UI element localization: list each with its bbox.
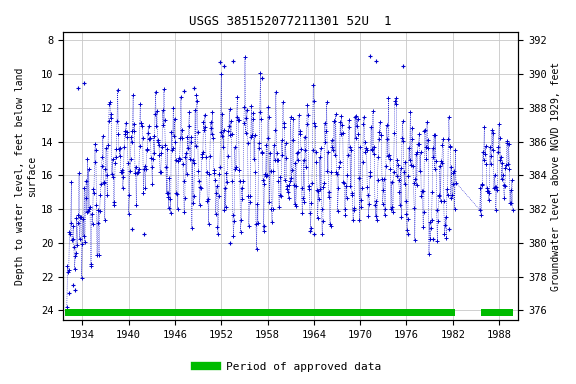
Bar (65, 310, 455, 316)
Legend: Period of approved data: Period of approved data (191, 358, 385, 377)
Y-axis label: Groundwater level above NGVD 1929, feet: Groundwater level above NGVD 1929, feet (551, 62, 561, 291)
Bar (480, 310, 513, 316)
Title: USGS 385152077211301 52U  1: USGS 385152077211301 52U 1 (190, 15, 392, 28)
Y-axis label: Depth to water level, feet below land
surface: Depth to water level, feet below land su… (15, 68, 37, 285)
